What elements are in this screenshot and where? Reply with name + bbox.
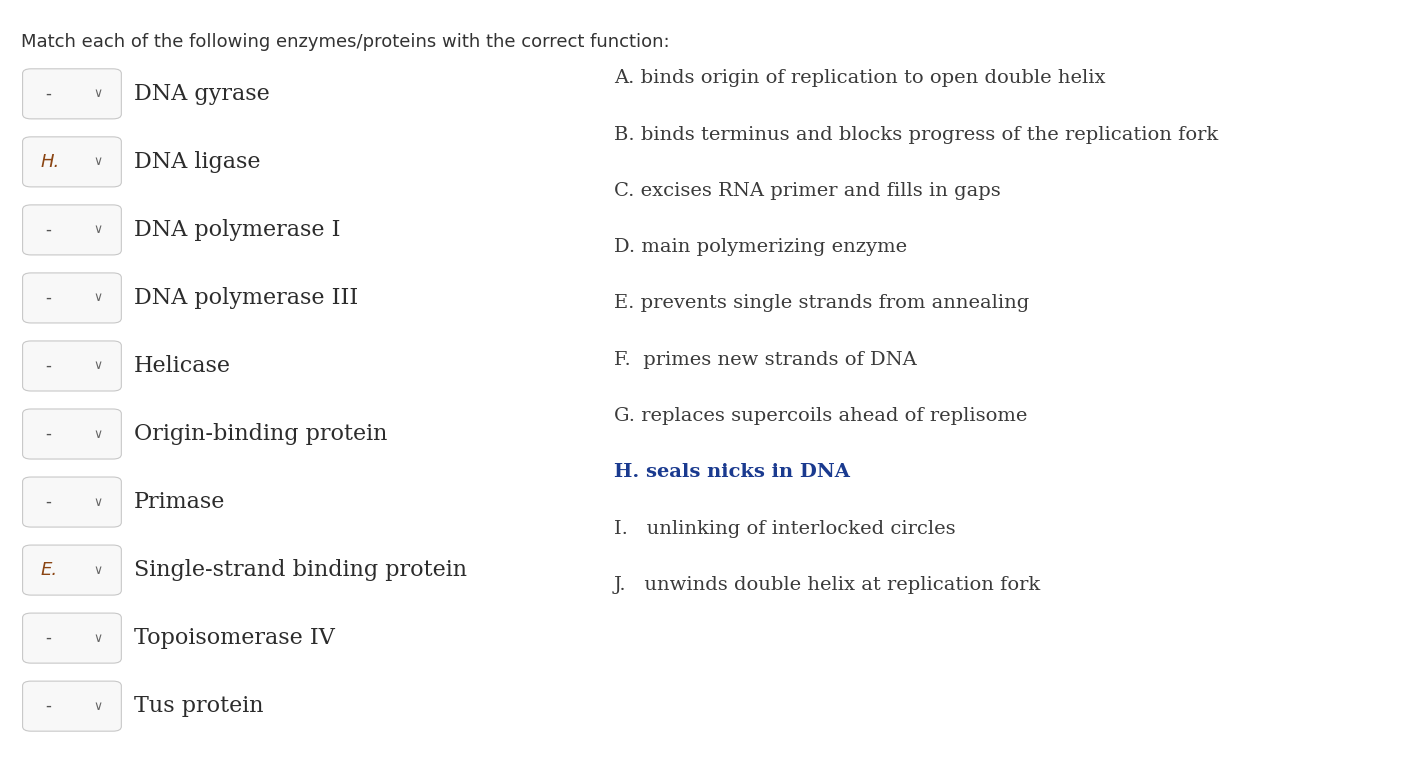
Text: ∨: ∨ [93, 292, 102, 304]
Text: H. seals nicks in DNA: H. seals nicks in DNA [614, 463, 849, 482]
Text: DNA polymerase I: DNA polymerase I [134, 219, 340, 241]
Text: ∨: ∨ [93, 156, 102, 168]
Text: -: - [45, 425, 51, 443]
FancyBboxPatch shape [23, 273, 121, 323]
Text: ∨: ∨ [93, 700, 102, 712]
Text: B. binds terminus and blocks progress of the replication fork: B. binds terminus and blocks progress of… [614, 125, 1218, 144]
Text: ∨: ∨ [93, 632, 102, 644]
Text: -: - [45, 289, 51, 307]
FancyBboxPatch shape [23, 69, 121, 119]
Text: ∨: ∨ [93, 496, 102, 508]
FancyBboxPatch shape [23, 545, 121, 595]
Text: -: - [45, 357, 51, 375]
Text: ∨: ∨ [93, 428, 102, 440]
Text: G. replaces supercoils ahead of replisome: G. replaces supercoils ahead of replisom… [614, 407, 1027, 425]
Text: -: - [45, 697, 51, 716]
Text: C. excises RNA primer and fills in gaps: C. excises RNA primer and fills in gaps [614, 181, 1000, 200]
Text: Match each of the following enzymes/proteins with the correct function:: Match each of the following enzymes/prot… [21, 33, 670, 51]
FancyBboxPatch shape [23, 409, 121, 459]
Text: A. binds origin of replication to open double helix: A. binds origin of replication to open d… [614, 69, 1105, 88]
Text: DNA ligase: DNA ligase [134, 151, 261, 173]
Text: Origin-binding protein: Origin-binding protein [134, 423, 388, 445]
Text: Primase: Primase [134, 491, 226, 513]
FancyBboxPatch shape [23, 477, 121, 527]
Text: D. main polymerizing enzyme: D. main polymerizing enzyme [614, 238, 907, 256]
Text: ∨: ∨ [93, 360, 102, 372]
Text: E. prevents single strands from annealing: E. prevents single strands from annealin… [614, 294, 1029, 313]
FancyBboxPatch shape [23, 613, 121, 663]
Text: Topoisomerase IV: Topoisomerase IV [134, 627, 334, 649]
Text: E.: E. [41, 561, 58, 579]
Text: ∨: ∨ [93, 88, 102, 100]
FancyBboxPatch shape [23, 341, 121, 391]
Text: -: - [45, 629, 51, 647]
Text: -: - [45, 493, 51, 511]
Text: Tus protein: Tus protein [134, 695, 264, 717]
Text: -: - [45, 84, 51, 103]
Text: ∨: ∨ [93, 224, 102, 236]
Text: Single-strand binding protein: Single-strand binding protein [134, 559, 467, 581]
FancyBboxPatch shape [23, 205, 121, 255]
FancyBboxPatch shape [23, 681, 121, 731]
Text: F.  primes new strands of DNA: F. primes new strands of DNA [614, 350, 917, 369]
FancyBboxPatch shape [23, 137, 121, 187]
Text: ∨: ∨ [93, 564, 102, 576]
Text: DNA polymerase III: DNA polymerase III [134, 287, 358, 309]
Text: DNA gyrase: DNA gyrase [134, 83, 270, 105]
Text: H.: H. [41, 152, 61, 171]
Text: -: - [45, 221, 51, 239]
Text: Helicase: Helicase [134, 355, 231, 377]
Text: J.   unwinds double helix at replication fork: J. unwinds double helix at replication f… [614, 576, 1041, 594]
Text: I.   unlinking of interlocked circles: I. unlinking of interlocked circles [614, 519, 955, 538]
